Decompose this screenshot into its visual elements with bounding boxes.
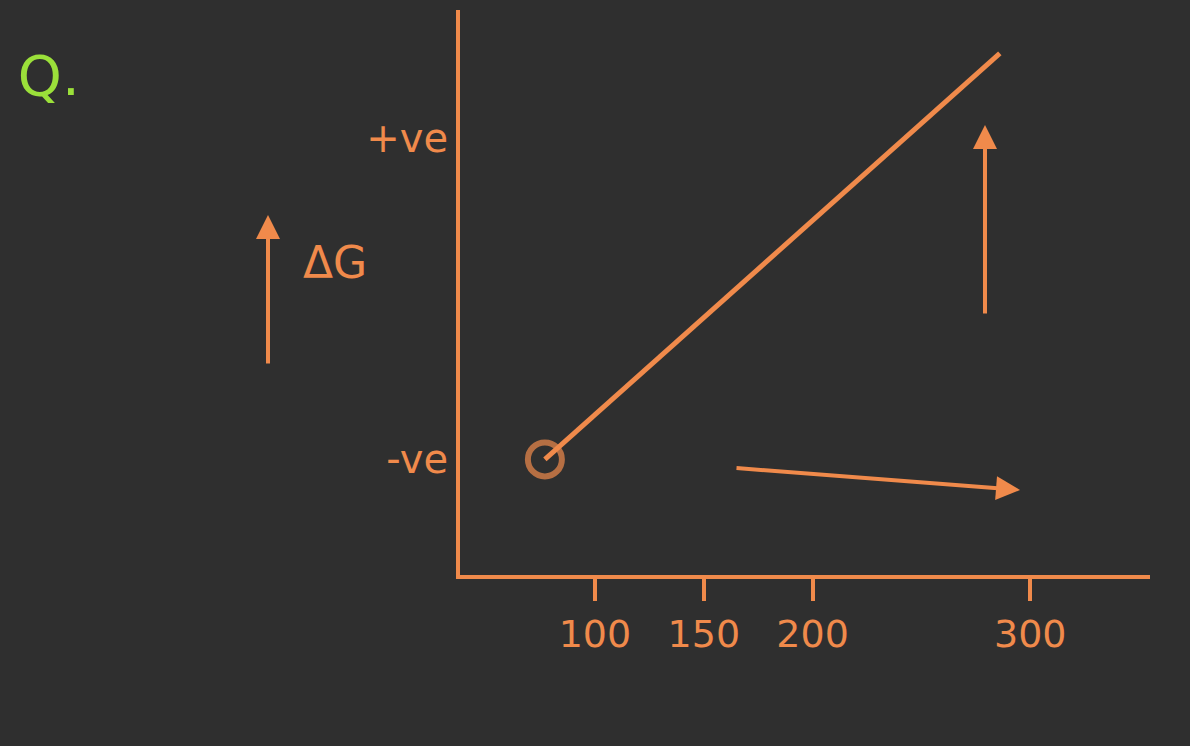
svg-text:100: 100	[559, 612, 632, 656]
svg-text:ΔG: ΔG	[303, 237, 367, 288]
svg-text:300: 300	[994, 612, 1067, 656]
svg-text:Q.: Q.	[18, 43, 80, 108]
svg-text:-ve: -ve	[386, 436, 448, 482]
svg-text:+ve: +ve	[366, 115, 448, 161]
svg-text:150: 150	[668, 612, 741, 656]
svg-text:200: 200	[776, 612, 849, 656]
